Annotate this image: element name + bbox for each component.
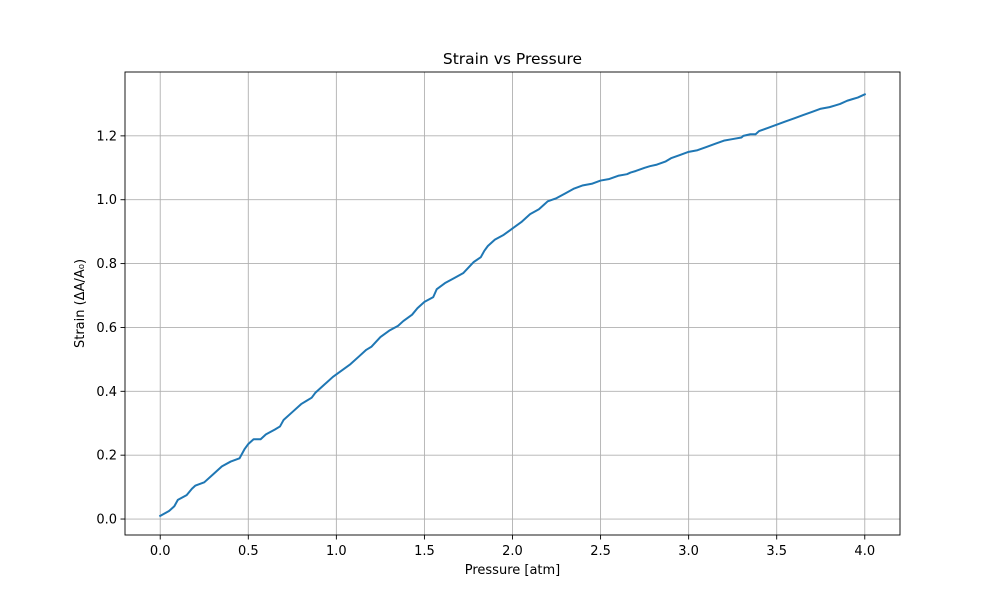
x-tick-label: 3.5 xyxy=(766,544,787,559)
series-line-0 xyxy=(158,93,867,518)
chart-title: Strain vs Pressure xyxy=(443,50,582,68)
x-tick-label: 1.5 xyxy=(414,544,435,559)
y-tick-label: 0.4 xyxy=(96,385,117,400)
grid-layer xyxy=(125,72,900,535)
x-tick-label: 4.0 xyxy=(854,544,875,559)
x-tick-label: 1.0 xyxy=(326,544,347,559)
x-axis-label: Pressure [atm] xyxy=(465,563,561,578)
y-tick-label: 0.0 xyxy=(96,513,117,528)
x-tick-label: 0.5 xyxy=(238,544,259,559)
series-layer xyxy=(158,93,867,518)
x-tick-label: 2.5 xyxy=(590,544,611,559)
y-tick-label: 1.2 xyxy=(96,129,117,144)
x-tick-label: 0.0 xyxy=(150,544,171,559)
y-tick-label: 0.2 xyxy=(96,449,117,464)
y-tick-label: 1.0 xyxy=(96,193,117,208)
y-axis-label: Strain (ΔA/A₀) xyxy=(73,259,88,348)
y-tick-label: 0.6 xyxy=(96,321,117,336)
y-tick-label: 0.8 xyxy=(96,257,117,272)
tick-layer: 0.0 0.5 1.0 1.5 2.0 2.5 3.0 3.5 4.0 0.0 0.2 0.4 0.6 0… xyxy=(96,129,875,559)
x-tick-label: 2.0 xyxy=(502,544,523,559)
x-tick-label: 3.0 xyxy=(678,544,699,559)
